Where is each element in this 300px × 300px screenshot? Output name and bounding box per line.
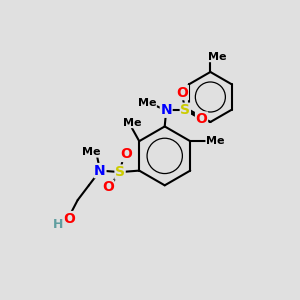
Text: N: N [94, 164, 106, 178]
Text: Me: Me [123, 118, 141, 128]
Text: Me: Me [138, 98, 156, 108]
Text: O: O [102, 180, 114, 194]
Text: S: S [180, 103, 190, 117]
Text: O: O [176, 85, 188, 100]
Text: S: S [115, 165, 125, 179]
Text: Me: Me [82, 147, 100, 157]
Text: O: O [120, 147, 132, 161]
Text: Me: Me [206, 136, 224, 146]
Text: Me: Me [208, 52, 227, 62]
Text: N: N [160, 103, 172, 117]
Text: O: O [63, 212, 75, 226]
Text: O: O [196, 112, 208, 126]
Text: H: H [53, 218, 64, 231]
